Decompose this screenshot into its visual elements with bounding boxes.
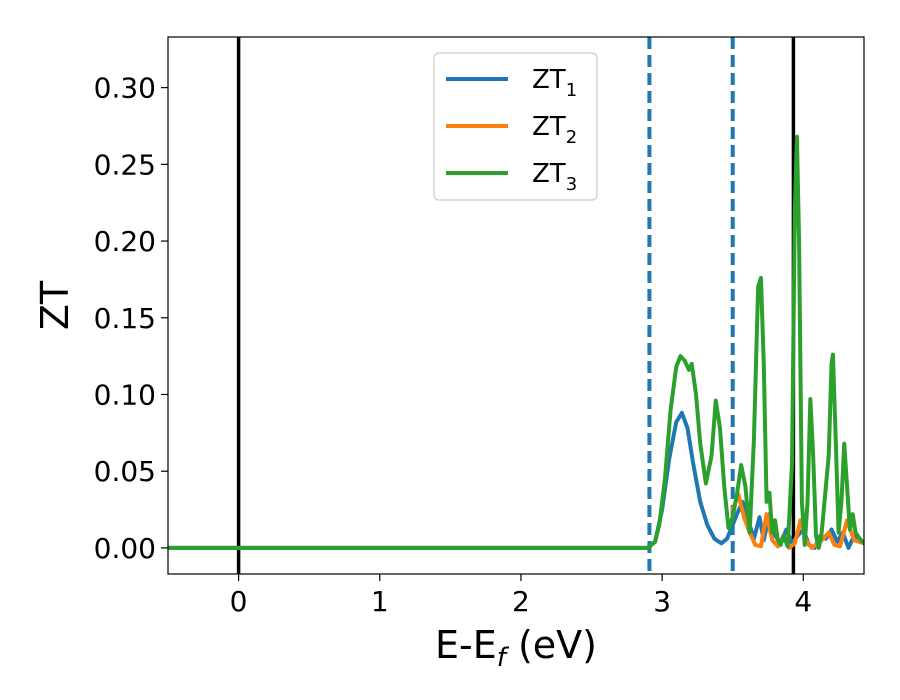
y-axis-title: ZT [33, 280, 77, 330]
y-tick-label: 0.05 [94, 455, 156, 488]
y-axis-ticks: 0.00 0.05 0.10 0.15 0.20 0.25 0.30 [94, 72, 168, 565]
y-tick-label: 0.20 [94, 225, 156, 258]
legend-box [433, 52, 598, 201]
y-tick-label: 0.00 [94, 532, 156, 565]
series-line-zt3 [168, 134, 864, 550]
series-line-zt2 [730, 492, 864, 550]
series-lines [168, 134, 864, 550]
x-tick-label: 3 [653, 585, 671, 618]
x-tick-label: 0 [230, 585, 248, 618]
x-axis-ticks: 0 1 2 3 4 [230, 574, 812, 618]
y-tick-label: 0.30 [94, 72, 156, 105]
x-tick-label: 1 [371, 585, 389, 618]
legend-label-zt1: ZT1 [532, 65, 577, 101]
plot-frame [167, 36, 865, 575]
series-line-zt1 [168, 410, 864, 550]
y-tick-label: 0.25 [94, 148, 156, 181]
x-tick-label: 2 [512, 585, 530, 618]
x-axis-title: E-Ef (eV) [435, 623, 597, 673]
legend: ZT1 ZT2 ZT3 [433, 52, 598, 201]
x-axis-title-main: E-E [435, 623, 497, 667]
legend-label-zt2: ZT2 [532, 112, 577, 148]
x-tick-label: 4 [794, 585, 812, 618]
y-tick-label: 0.15 [94, 302, 156, 335]
x-axis-title-unit: (eV) [506, 623, 597, 667]
y-tick-label: 0.10 [94, 378, 156, 411]
legend-label-zt3: ZT3 [532, 159, 577, 195]
